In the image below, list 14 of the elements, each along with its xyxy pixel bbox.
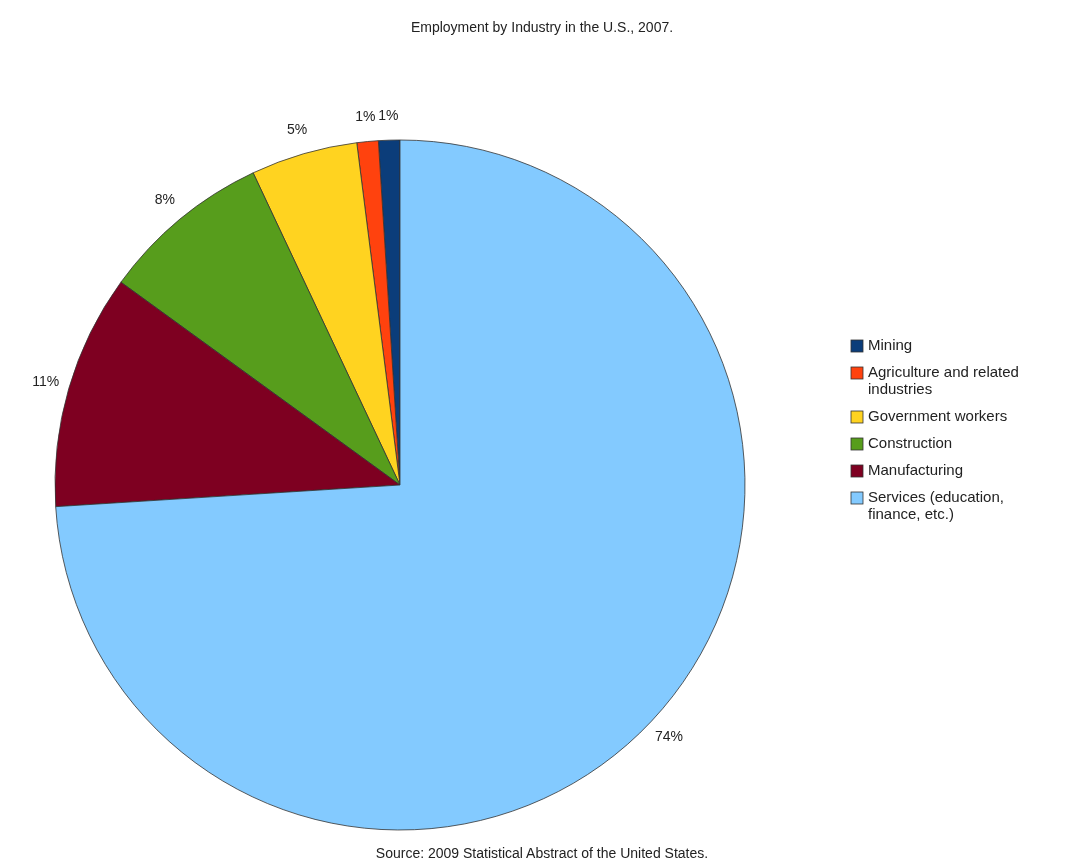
legend-label: Manufacturing xyxy=(868,460,964,478)
data-label: 8% xyxy=(154,191,175,208)
data-label: 5% xyxy=(286,121,308,138)
source-note: Source: 2009 Statistical Abstract of the United States. xyxy=(375,845,709,861)
legend-label: Construction xyxy=(868,433,953,451)
data-label: 1% xyxy=(378,106,399,123)
legend-label: Agriculture and related industries xyxy=(868,362,1019,397)
data-label: 74% xyxy=(654,728,684,745)
legend-label: Government workers xyxy=(868,406,1008,424)
data-label: 11% xyxy=(32,372,60,389)
data-label: 1% xyxy=(355,108,376,125)
legend-label: Services (education, finance, etc.) xyxy=(868,487,1004,522)
chart-title: Employment by Industry in the U.S., 2007. xyxy=(410,19,674,35)
legend-label: Mining xyxy=(868,335,913,353)
